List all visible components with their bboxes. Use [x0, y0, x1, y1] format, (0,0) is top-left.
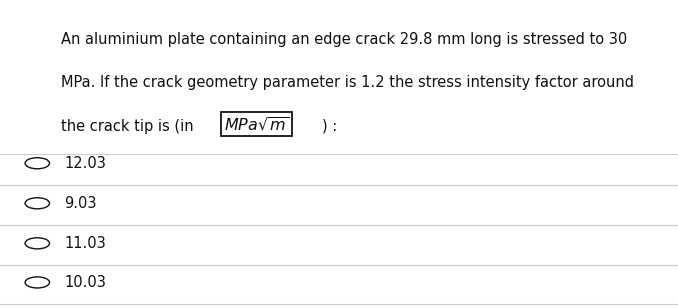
Text: 9.03: 9.03 — [64, 196, 97, 211]
Text: $MPa\sqrt{m}$: $MPa\sqrt{m}$ — [224, 116, 289, 133]
Text: An aluminium plate containing an edge crack 29.8 mm long is stressed to 30: An aluminium plate containing an edge cr… — [61, 32, 627, 47]
Text: 11.03: 11.03 — [64, 236, 106, 251]
Text: ) :: ) : — [322, 119, 337, 134]
Text: 12.03: 12.03 — [64, 156, 106, 171]
Text: the crack tip is (in: the crack tip is (in — [61, 119, 198, 134]
Text: MPa. If the crack geometry parameter is 1.2 the stress intensity factor around: MPa. If the crack geometry parameter is … — [61, 75, 634, 91]
Text: 10.03: 10.03 — [64, 275, 106, 290]
